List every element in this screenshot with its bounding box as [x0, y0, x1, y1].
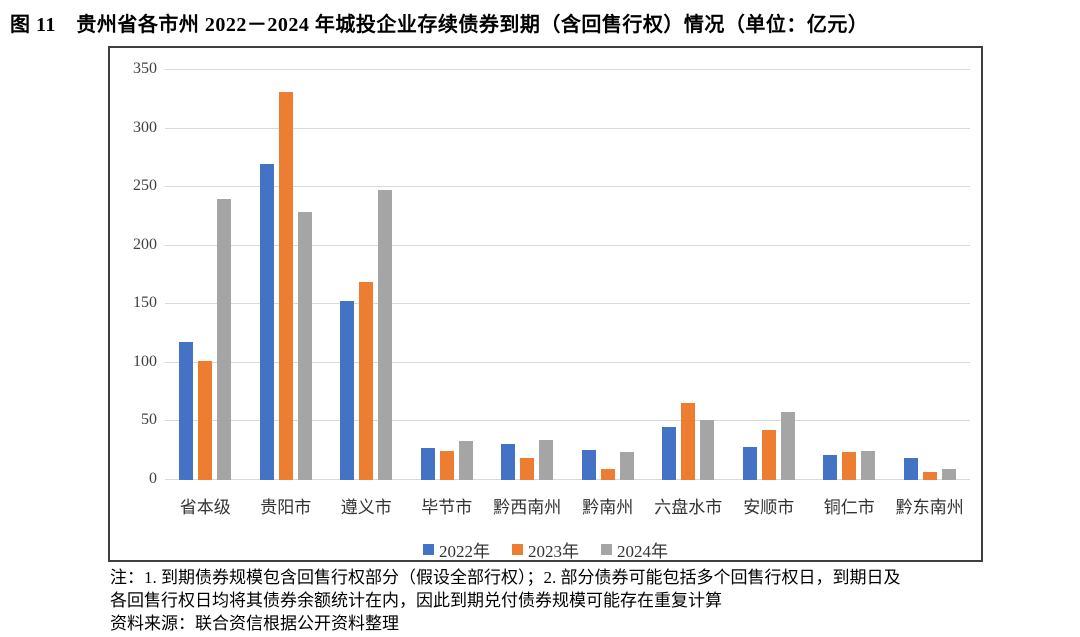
bar-2023年	[520, 457, 535, 480]
y-axis-tick-label: 50	[141, 411, 157, 429]
y-axis-tick-label: 150	[133, 294, 157, 312]
bar-2022年	[340, 300, 355, 480]
bar-2023年	[278, 92, 293, 480]
bar-chart: 0 50 100 150 200 250 300 350 省本级 贵阳市 遵义市 毕节市 黔西南州 黔南州…	[108, 46, 983, 562]
bar-2024年	[539, 440, 554, 480]
x-axis-label: 黔东南州	[895, 498, 964, 517]
bar-2022年	[179, 341, 194, 480]
gridline-250	[165, 186, 970, 188]
chart-legend: 2022年 2023年 2024年	[110, 537, 981, 562]
bar-2022年	[501, 443, 516, 480]
bar-2024年	[217, 198, 232, 480]
gridline-0	[165, 479, 970, 480]
y-axis-tick-label: 200	[133, 235, 157, 253]
figure-title: 图 11 贵州省各市州 2022－2024 年城投企业存续债券到期（含回售行权）…	[10, 14, 869, 36]
bars	[903, 457, 956, 480]
gridline-200	[165, 244, 970, 246]
bar-2023年	[842, 451, 857, 480]
x-axis-label: 黔南州	[582, 498, 634, 517]
y-axis-tick-label: 300	[133, 118, 157, 136]
y-axis-tick-label: 0	[149, 470, 157, 487]
bar-2024年	[378, 189, 393, 480]
bar-2022年	[420, 448, 435, 480]
bar-2022年	[903, 457, 918, 480]
bars	[581, 449, 634, 480]
bar-group-7: 六盘水市	[648, 70, 729, 517]
bars	[662, 402, 715, 480]
bar-2024年	[458, 441, 473, 480]
bar-2022年	[742, 447, 757, 480]
legend-label: 2023年	[528, 542, 579, 561]
bar-2024年	[941, 469, 956, 480]
bar-group-5: 黔西南州	[487, 70, 568, 517]
y-axis-tick-label: 250	[133, 177, 157, 195]
bar-2022年	[259, 163, 274, 480]
y-axis-tick-label: 100	[133, 352, 157, 370]
bar-group-3: 遵义市	[326, 70, 407, 517]
gridline-350	[165, 69, 970, 70]
bar-group-2: 贵阳市	[246, 70, 327, 517]
plot-area: 0 50 100 150 200 250 300 350 省本级 贵阳市 遵义市 毕节市 黔西南州 黔南州…	[133, 60, 971, 517]
bar-group-9: 铜仁市	[809, 70, 890, 517]
note-line-2: 各回售行权日均将其债券余额统计在内，因此到期兑付债券规模可能存在重复计算	[110, 591, 722, 610]
bar-2023年	[359, 282, 374, 480]
legend-swatch-icon	[601, 544, 612, 555]
x-axis-label: 省本级	[179, 498, 231, 517]
x-axis-label: 黔西南州	[493, 498, 562, 517]
bars	[742, 412, 795, 480]
bar-2023年	[681, 402, 696, 480]
bar-2024年	[780, 412, 795, 480]
gridline-300	[165, 127, 970, 129]
bars	[259, 92, 312, 480]
bar-2024年	[619, 451, 634, 480]
legend-label: 2024年	[617, 542, 668, 561]
bar-2022年	[581, 449, 596, 480]
legend-item-2024年: 2024年	[601, 537, 668, 562]
bar-2024年	[297, 211, 312, 480]
legend-label: 2022年	[439, 542, 490, 561]
gridline-100	[165, 361, 970, 363]
gridline-150	[165, 303, 970, 305]
bar-groups: 省本级 贵阳市 遵义市 毕节市 黔西南州 黔南州 六盘水市 安顺市 铜仁市 黔东南州	[165, 70, 971, 517]
gridline-50	[165, 420, 970, 422]
bars	[823, 450, 876, 480]
x-axis-label: 贵阳市	[260, 498, 312, 517]
bar-2024年	[700, 420, 715, 480]
bar-2022年	[662, 427, 677, 480]
bars	[340, 189, 393, 480]
x-axis-label: 安顺市	[743, 498, 795, 517]
y-axis-tick-label: 350	[133, 60, 157, 77]
note-line-1: 注：1. 到期债券规模包含回售行权部分（假设全部行权）；2. 部分债券可能包括多…	[110, 568, 901, 587]
bar-2023年	[600, 469, 615, 480]
bar-2023年	[198, 360, 213, 480]
chart-notes: 注：1. 到期债券规模包含回售行权部分（假设全部行权）；2. 部分债券可能包括多…	[110, 566, 1055, 635]
legend-swatch-icon	[423, 544, 434, 555]
bar-group-8: 安顺市	[729, 70, 810, 517]
x-axis-label: 毕节市	[421, 498, 473, 517]
legend-item-2022年: 2022年	[423, 537, 490, 562]
x-axis-label: 铜仁市	[823, 498, 875, 517]
note-source: 资料来源：联合资信根据公开资料整理	[110, 614, 399, 633]
legend-swatch-icon	[512, 544, 523, 555]
bars	[179, 198, 232, 480]
legend-item-2023年: 2023年	[512, 537, 579, 562]
bar-group-10: 黔东南州	[890, 70, 971, 517]
bar-2023年	[761, 429, 776, 480]
bars	[501, 440, 554, 480]
bar-2022年	[823, 455, 838, 480]
bar-group-4: 毕节市	[407, 70, 488, 517]
x-axis-label: 遵义市	[340, 498, 392, 517]
bars	[420, 441, 473, 480]
bar-group-1: 省本级	[165, 70, 246, 517]
x-axis-label: 六盘水市	[654, 498, 723, 517]
bar-2023年	[922, 471, 937, 480]
bar-2024年	[861, 450, 876, 480]
bar-group-6: 黔南州	[568, 70, 649, 517]
bar-2023年	[439, 450, 454, 480]
